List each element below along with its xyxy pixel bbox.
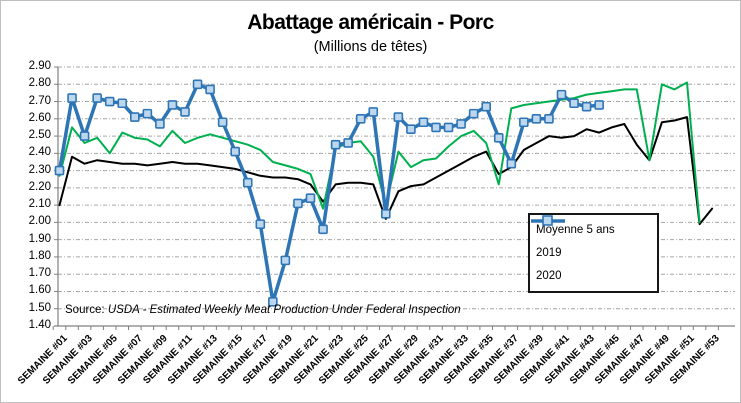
series-marker-y2020 (519, 117, 529, 128)
series-marker-y2020 (142, 108, 153, 119)
series-marker-y2020 (268, 297, 278, 307)
series-marker-y2020 (67, 93, 77, 103)
legend-label: 2019 (536, 246, 562, 259)
series-marker-y2020 (431, 122, 441, 133)
series-marker-y2020 (117, 98, 128, 109)
series-marker-y2020 (280, 255, 291, 266)
y-axis-label: 2.70 (28, 94, 51, 107)
series-marker-y2020 (167, 100, 178, 110)
series-marker-y2020 (242, 177, 253, 188)
series-marker-y2020 (368, 107, 379, 117)
series-marker-y2020 (54, 165, 65, 176)
y-axis-label: 2.20 (28, 180, 51, 193)
series-marker-y2020 (255, 219, 266, 229)
y-axis-label: 2.50 (28, 129, 51, 142)
series-marker-y2020 (468, 108, 479, 119)
y-axis-label: 1.70 (28, 267, 51, 280)
y-axis-label: 1.40 (28, 319, 51, 331)
y-axis-label: 1.50 (28, 301, 51, 314)
y-axis-label: 1.60 (28, 284, 51, 297)
y-axis-label: 2.40 (28, 146, 51, 159)
series-marker-y2020 (355, 114, 366, 124)
series-marker-y2020 (544, 114, 554, 124)
series-marker-y2020 (318, 224, 328, 235)
series-marker-y2020 (569, 98, 579, 109)
series-line-avg (58, 116, 714, 226)
y-axis-label: 2.30 (28, 163, 51, 176)
series-marker-y2020 (594, 100, 604, 110)
y-axis-label: 2.90 (28, 60, 51, 72)
legend-label: Moyenne 5 ans (536, 224, 615, 237)
series-marker-y2020 (180, 107, 190, 117)
legend: Moyenne 5 ans 2019 2020 (528, 213, 659, 293)
y-axis-label: 1.90 (28, 232, 51, 245)
legend-item-y2020: 2020 (531, 215, 651, 282)
y-axis-label: 2.00 (28, 215, 51, 228)
y-axis-label: 2.60 (28, 111, 51, 124)
series-marker-y2020 (104, 96, 115, 107)
y-axis-label: 1.80 (28, 249, 51, 262)
y-axis-label: 2.80 (28, 77, 51, 90)
source-prefix: Source: (65, 304, 105, 316)
series-marker-y2020 (556, 89, 567, 100)
series-marker-y2020 (406, 124, 416, 134)
series-marker-y2020 (217, 117, 228, 128)
series-marker-y2020 (330, 139, 341, 150)
series-marker-y2020 (79, 131, 90, 141)
y-axis-label: 2.10 (28, 198, 51, 211)
series-marker-y2020 (380, 208, 391, 219)
series-marker-y2020 (581, 101, 592, 112)
series-line-y2019 (58, 81, 701, 224)
series-marker-y2020 (493, 132, 504, 143)
series-marker-y2020 (155, 119, 165, 129)
chart-subtitle: (Millions de têtes) (313, 39, 428, 55)
series-marker-y2020 (205, 84, 215, 95)
series-marker-y2020 (343, 138, 353, 148)
source-text: USDA - Estimated Weekly Meat Production … (107, 304, 461, 316)
series-marker-y2020 (531, 114, 542, 124)
source-note: Source: USDA - Estimated Weekly Meat Pro… (65, 304, 461, 316)
series-marker-y2020 (130, 112, 140, 122)
series-marker-y2020 (481, 101, 492, 112)
legend-label: 2020 (536, 269, 562, 282)
series-marker-y2020 (506, 158, 517, 169)
series-marker-y2020 (92, 93, 102, 103)
series-marker-y2020 (393, 112, 404, 122)
legend-item-y2019: 2019 (531, 220, 651, 259)
series-marker-y2020 (456, 119, 466, 129)
series-marker-y2020 (230, 146, 240, 157)
series-marker-y2020 (418, 117, 429, 128)
series-marker-y2020 (443, 122, 454, 133)
series-marker-y2020 (293, 198, 303, 209)
series-marker-y2020 (305, 193, 316, 204)
chart-title: Abattage américain - Porc (247, 11, 494, 34)
legend-line-sample (531, 215, 565, 226)
series-marker-y2020 (192, 79, 203, 90)
series-line-y2020 (57, 82, 601, 304)
